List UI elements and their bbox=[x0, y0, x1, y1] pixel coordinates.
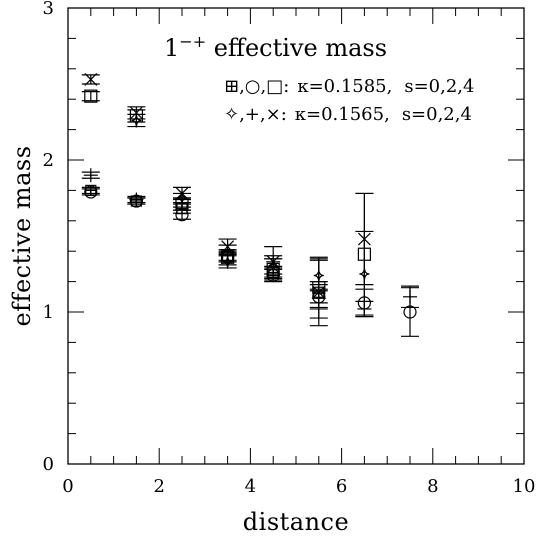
data-point bbox=[264, 246, 283, 278]
chart-title-suffix: effective mass bbox=[206, 34, 387, 62]
data-point bbox=[173, 186, 191, 201]
data-point bbox=[309, 258, 328, 327]
circle-marker bbox=[84, 185, 98, 199]
x-tick-label: 4 bbox=[245, 476, 256, 497]
data-point bbox=[81, 168, 100, 183]
legend-1-s: s=0,2,4 bbox=[404, 76, 474, 97]
data-point bbox=[81, 73, 100, 86]
data-point bbox=[127, 106, 146, 120]
cross-marker-b bbox=[84, 73, 98, 86]
legend: ⊞,○,□: κ=0.1585, s=0,2,4 ✧,+,×: κ=0.1565, s=… bbox=[224, 76, 474, 125]
x-tick-label: 2 bbox=[153, 476, 164, 497]
legend-entry-2: ✧,+,×: κ=0.1565, s=0,2,4 bbox=[224, 104, 472, 125]
cross-marker-b bbox=[175, 187, 189, 200]
legend-2-kappa: κ=0.1565, bbox=[295, 104, 390, 125]
cross-marker-b bbox=[312, 285, 326, 299]
series-plus bbox=[81, 168, 419, 318]
data-point bbox=[173, 195, 191, 210]
data-point bbox=[401, 285, 419, 309]
tick-labels: 0 2 4 6 8 10 0 1 2 3 bbox=[43, 0, 536, 497]
chart-title: 1−+ effective mass bbox=[164, 32, 387, 62]
diamond-marker bbox=[222, 254, 233, 269]
data-point bbox=[355, 300, 374, 318]
x-axis-title: distance bbox=[243, 508, 349, 536]
axis-ticks bbox=[67, 7, 525, 465]
data-point bbox=[355, 192, 374, 286]
legend-2-symbols: ✧,+,×: bbox=[224, 104, 287, 125]
diamond-marker bbox=[131, 113, 142, 128]
legend-entry-1: ⊞,○,□: κ=0.1585, s=0,2,4 bbox=[224, 76, 474, 97]
cross-marker-b bbox=[357, 232, 371, 246]
x-tick-label: 6 bbox=[336, 476, 347, 497]
legend-2-s: s=0,2,4 bbox=[402, 104, 472, 125]
series-boxplus bbox=[81, 184, 328, 304]
x-tick-label: 8 bbox=[427, 476, 438, 497]
data-point bbox=[81, 185, 100, 199]
y-axis-title: effective mass bbox=[8, 145, 36, 326]
cross-marker-b bbox=[221, 240, 235, 254]
legend-1-kappa: κ=0.1585, bbox=[297, 76, 392, 97]
square-marker bbox=[84, 89, 98, 103]
data-point bbox=[218, 238, 237, 255]
series-diamond bbox=[127, 113, 374, 318]
cross-marker-b bbox=[129, 106, 143, 120]
chart-title-main: 1 bbox=[164, 34, 179, 62]
x-tick-label: 10 bbox=[513, 476, 536, 497]
y-tick-label: 1 bbox=[43, 302, 54, 323]
data-marks bbox=[81, 73, 419, 337]
series-circle bbox=[81, 185, 419, 337]
chart-title-superscript: −+ bbox=[179, 32, 206, 51]
legend-1-symbols: ⊞,○,□: bbox=[224, 76, 289, 97]
cross-marker-b bbox=[266, 255, 280, 269]
data-point bbox=[127, 192, 146, 207]
series-cross bbox=[81, 73, 374, 327]
data-point bbox=[81, 89, 100, 103]
y-tick-label: 0 bbox=[43, 454, 54, 475]
y-tick-label: 2 bbox=[43, 150, 54, 171]
y-tick-label: 3 bbox=[43, 0, 54, 19]
x-tick-label: 0 bbox=[62, 476, 73, 497]
